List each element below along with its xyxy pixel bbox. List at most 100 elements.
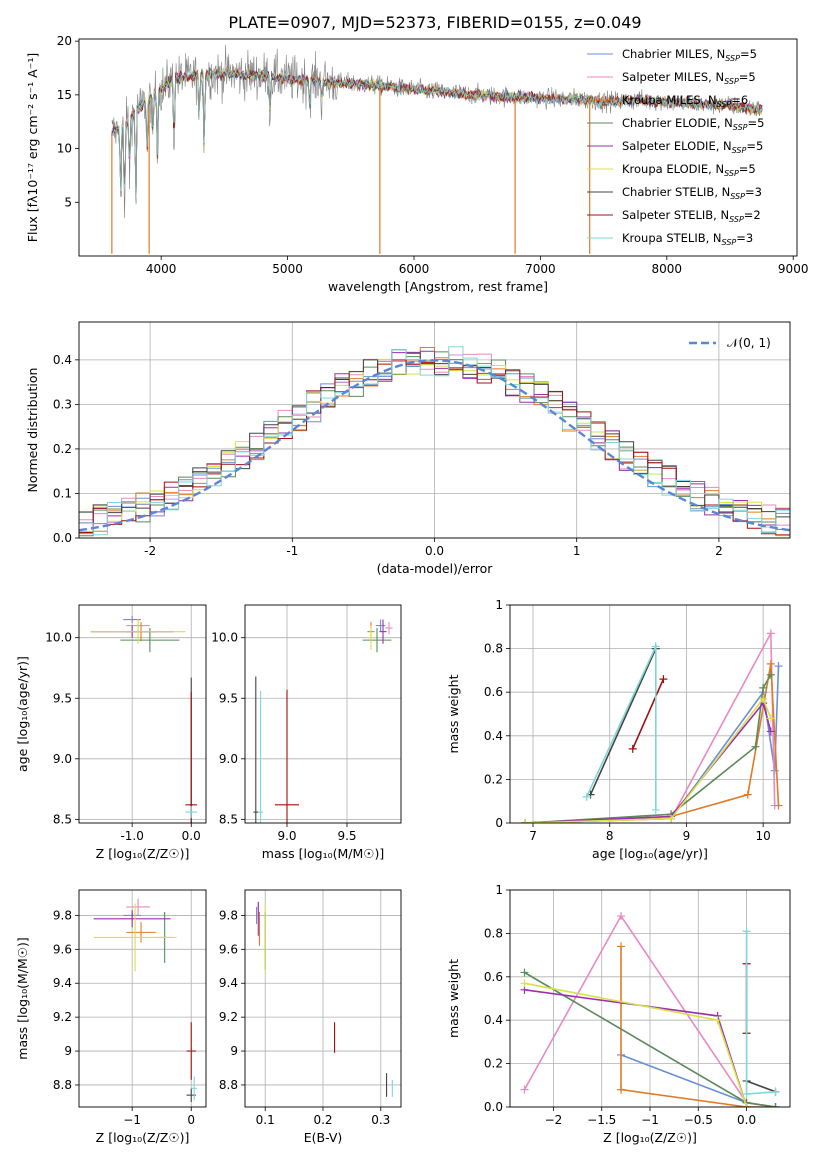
x-tick-label: -2 <box>144 544 156 558</box>
errorbar-point <box>185 692 198 823</box>
panel-mass_weight_vs_age: 7 8 9 10 0 0.2 0.4 0.6 0.8 1 age [log₁₀(age/yr)] ma… <box>446 598 791 861</box>
panel-age_vs_mass: 9.0 9.5 8.5 9.0 9.5 10.0 mass [log₁₀(M/M☉)] <box>211 604 402 861</box>
y-tick-label: 0.6 <box>484 970 503 984</box>
y-axis-label: age [log₁₀(age/yr)] <box>15 656 30 772</box>
axes-frame <box>509 889 791 1108</box>
weight-marker <box>520 979 529 988</box>
errorbar-point <box>258 690 263 823</box>
y-axis-label: Normed distribution <box>25 368 40 493</box>
x-tick-label: −1 <box>123 1113 141 1127</box>
weight-marker <box>617 942 626 951</box>
y-tick-label: 1 <box>495 598 503 612</box>
weight-marker <box>742 1089 751 1098</box>
model-spectrum <box>111 69 763 199</box>
x-tick-label: 4000 <box>146 262 177 276</box>
y-tick-label: 9 <box>230 1044 238 1058</box>
y-tick-label: 0 <box>495 816 503 830</box>
weight-marker <box>766 629 775 638</box>
x-tick-label: −1 <box>641 1113 659 1127</box>
y-tick-label: 0.3 <box>53 397 72 411</box>
weight-marker <box>521 819 530 823</box>
weight-marker <box>520 968 529 977</box>
x-tick-label: -1.0 <box>120 829 143 843</box>
weight-series <box>524 982 748 1107</box>
x-axis-label: (data-model)/error <box>377 561 494 576</box>
y-tick-label: 0.8 <box>484 642 503 656</box>
weight-marker <box>774 801 783 810</box>
x-tick-label: 1 <box>573 544 581 558</box>
weight-marker <box>766 670 775 679</box>
errorbar-point <box>93 910 171 928</box>
weight-marker <box>582 792 591 801</box>
y-tick-label: 9.5 <box>219 691 238 705</box>
plot-area <box>520 912 780 1107</box>
plot-area <box>79 346 790 538</box>
y-axis-label: Flux [fλ10⁻¹⁷ erg cm⁻² s⁻¹ A⁻¹] <box>25 53 40 242</box>
y-tick-label: 9.6 <box>53 942 72 956</box>
panel-mass_vs_EBV: 0.1 0.2 0.3 8.8 9 9.2 9.4 9.6 9.8 E(B-V) <box>219 889 402 1145</box>
y-axis-label: mass [log₁₀(M/M☉)] <box>15 937 30 1059</box>
y-tick-label: 9.5 <box>53 691 72 705</box>
x-axis-label: mass [log₁₀(M/M☉)] <box>262 846 384 861</box>
figure-title: PLATE=0907, MJD=52373, FIBERID=0155, z=0… <box>228 13 641 32</box>
y-tick-label: 9.2 <box>219 1010 238 1024</box>
y-tick-label: 20 <box>57 34 72 48</box>
weight-marker <box>766 727 775 736</box>
y-tick-label: 8.5 <box>219 812 238 826</box>
x-tick-label: 0.0 <box>425 544 444 558</box>
y-tick-label: 5 <box>64 195 72 209</box>
plot-area <box>521 629 783 823</box>
weight-series <box>525 674 772 823</box>
x-tick-label: 9 <box>683 829 691 843</box>
weight-marker <box>759 683 768 692</box>
weight-series <box>589 648 657 796</box>
panel-mass_vs_Z: −1 0 8.8 9 9.2 9.4 9.6 9.8 Z [log₁₀(Z/Z☉)] mass [… <box>15 889 207 1145</box>
weight-marker <box>751 742 760 751</box>
plot-area <box>111 44 763 254</box>
y-tick-label: 9 <box>64 1044 72 1058</box>
histogram-series <box>79 359 790 538</box>
weight-marker <box>759 694 768 703</box>
x-tick-label: 7 <box>529 829 537 843</box>
x-tick-label: 5000 <box>272 262 303 276</box>
weight-marker <box>774 662 783 671</box>
legend-entry: Kroupa MILES, NSSP=6 <box>622 93 748 109</box>
y-tick-label: 8.8 <box>219 1078 238 1092</box>
weight-marker <box>742 1103 751 1107</box>
errorbar-point <box>379 619 387 644</box>
y-tick-label: 0.1 <box>53 486 72 500</box>
y-axis-label: mass weight <box>446 959 461 1038</box>
x-tick-label: 7000 <box>525 262 556 276</box>
axes-frame <box>509 604 791 824</box>
y-tick-label: 15 <box>57 88 72 102</box>
legend-entry: Chabrier ELODIE, NSSP=5 <box>622 116 764 132</box>
x-tick-label: 0.1 <box>256 1113 275 1127</box>
panel-spectrum: 4000 5000 6000 7000 8000 9000 5 10 15 20 wavelengt… <box>25 34 808 294</box>
y-tick-label: 9.4 <box>53 976 72 990</box>
y-tick-label: 0.2 <box>484 772 503 786</box>
axes-frame <box>78 38 798 257</box>
errorbar-point <box>375 619 386 632</box>
errorbar-point <box>367 625 375 650</box>
weight-marker <box>651 642 660 651</box>
plot-area <box>256 901 393 1097</box>
x-tick-label: 0.0 <box>182 829 201 843</box>
x-tick-label: −0.5 <box>684 1113 713 1127</box>
weight-marker <box>617 1085 626 1094</box>
x-tick-label: 0.0 <box>737 1113 756 1127</box>
legend-entry: Salpeter STELIB, NSSP=2 <box>622 208 761 224</box>
weight-series <box>746 1080 776 1093</box>
x-tick-label: 9000 <box>778 262 809 276</box>
errorbar-point <box>126 922 156 943</box>
y-tick-label: 9.8 <box>53 908 72 922</box>
x-tick-label: 0.2 <box>313 1113 332 1127</box>
normal-curve <box>79 359 790 532</box>
legend-entry: 𝒩(0, 1) <box>727 336 771 350</box>
y-tick-label: 0.4 <box>484 729 503 743</box>
y-tick-label: 0.2 <box>484 1057 503 1071</box>
plot-area <box>90 615 198 823</box>
weight-marker <box>766 659 775 668</box>
x-tick-label: 10 <box>756 829 771 843</box>
legend-entry: Chabrier MILES, NSSP=5 <box>622 47 757 63</box>
